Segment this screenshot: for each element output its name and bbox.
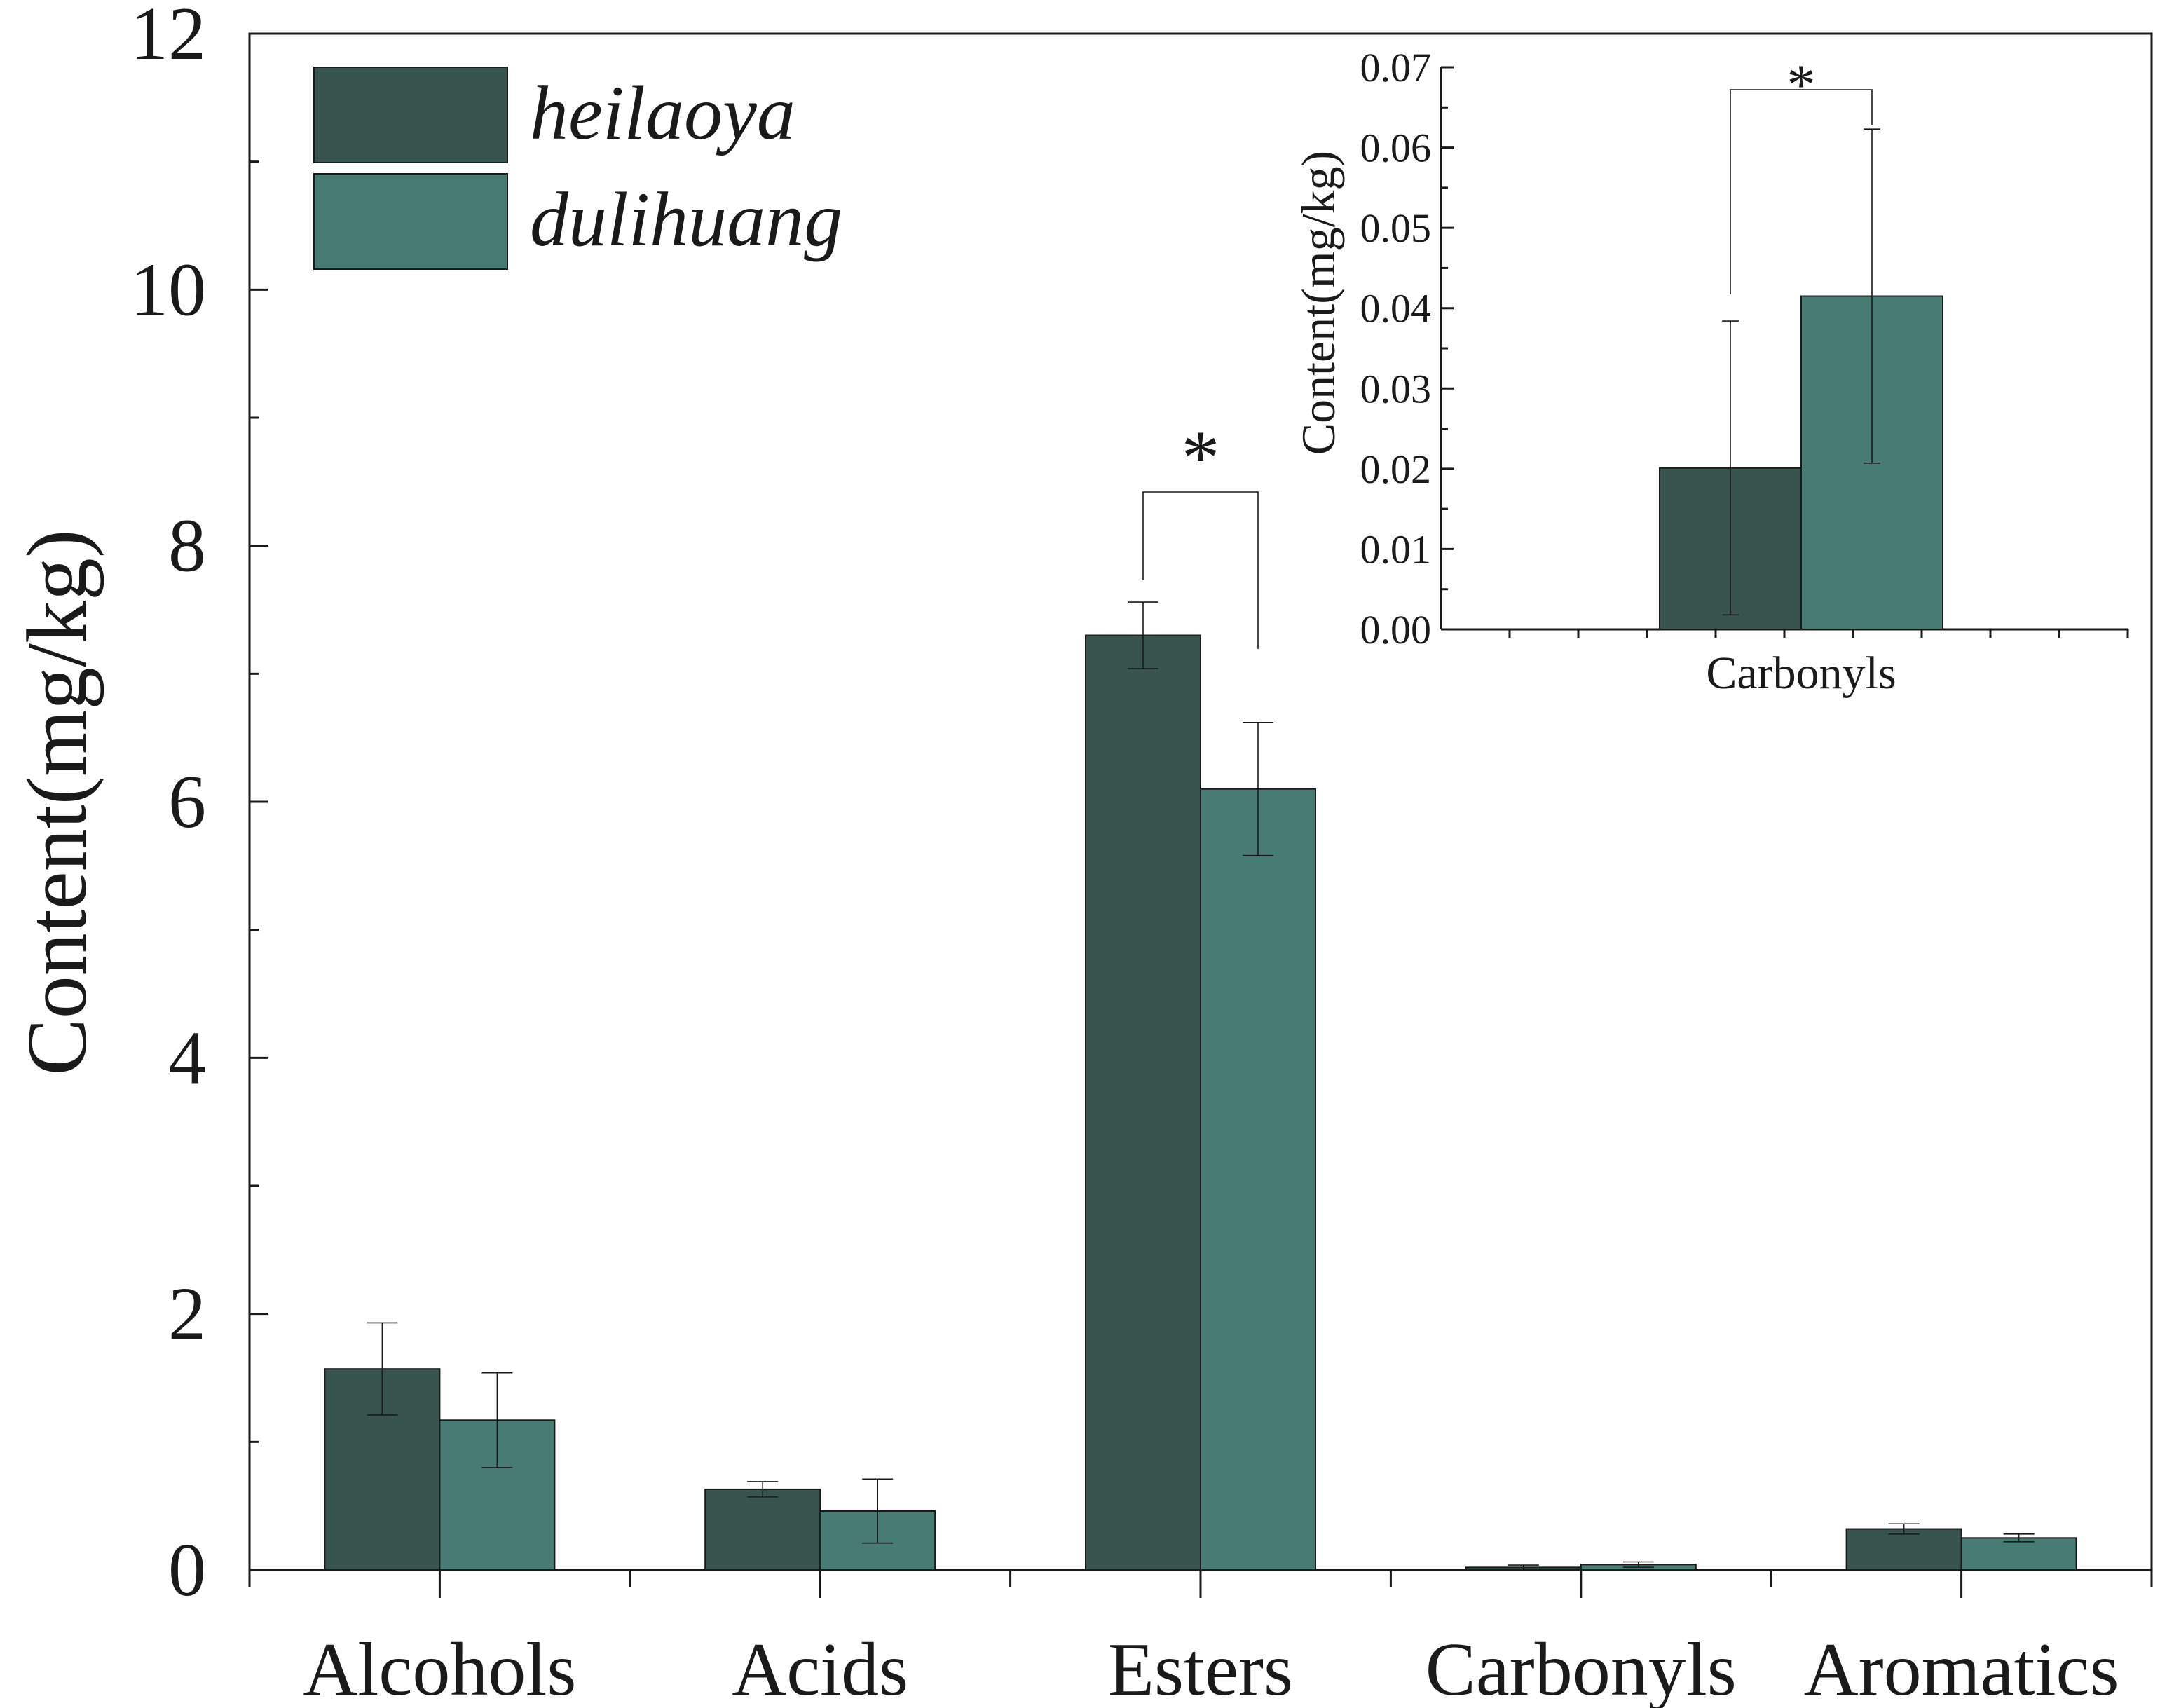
inset-x-tick-label: Carbonyls [1706, 648, 1896, 699]
bar-dulihuang-aromatics [1960, 1537, 2077, 1571]
inset-y-axis-label: Content(mg/kg) [1292, 151, 1345, 455]
inset-y-tick-label: 0.04 [1360, 286, 1432, 332]
y-tick-label: 2 [168, 1273, 206, 1356]
inset-y-tick-label: 0.01 [1360, 526, 1432, 572]
bar-dulihuang-esters [1200, 788, 1316, 1571]
bar-heilaoya-esters [1085, 634, 1201, 1571]
inset-y-tick-label: 0.06 [1360, 125, 1432, 171]
inset-y-tick-label: 0.00 [1360, 607, 1432, 653]
y-tick-label: 0 [168, 1529, 206, 1612]
inset-y-tick-label: 0.05 [1360, 205, 1432, 251]
legend-label-heilaoya: heilaoya [530, 70, 795, 156]
significance-marker: * [1182, 415, 1220, 500]
y-tick-label: 10 [130, 248, 206, 332]
inset-significance-bracket [1730, 89, 1873, 294]
inset-chart: 0.00 0.01 0.02 0.03 0.04 0.05 0.06 0.07 Carbonyl… [1292, 45, 2129, 699]
legend-swatch-heilaoya [313, 67, 508, 163]
inset-y-tick-label: 0.02 [1360, 446, 1432, 492]
legend-label-dulihuang: dulihuang [530, 177, 842, 262]
x-tick-label-acids: Acids [732, 1628, 908, 1708]
main-chart: 0 2 4 6 8 10 12 Alcohols Acids Esters Carbonyls Aro… [10, 0, 2153, 1708]
bar-heilaoya-aromatics [1845, 1528, 1962, 1571]
x-tick-label-carbonyls: Carbonyls [1426, 1628, 1737, 1708]
inset-significance-marker: * [1787, 53, 1816, 116]
bar-heilaoya-acids [704, 1488, 821, 1571]
y-axis-label: Content(mg/kg) [10, 529, 104, 1075]
y-tick-label: 4 [168, 1016, 206, 1100]
x-tick-label-alcohols: Alcohols [303, 1628, 576, 1708]
inset-y-tick-label: 0.07 [1360, 45, 1432, 90]
y-tick-label: 12 [130, 0, 206, 76]
x-tick-label-aromatics: Aromatics [1804, 1628, 2119, 1708]
legend-swatch-dulihuang [313, 173, 508, 270]
inset-y-tick-label: 0.03 [1360, 366, 1432, 411]
y-tick-label: 8 [168, 505, 206, 588]
x-tick-label-esters: Esters [1108, 1628, 1293, 1708]
significance-bracket [1142, 491, 1259, 649]
y-tick-label: 6 [168, 760, 206, 844]
